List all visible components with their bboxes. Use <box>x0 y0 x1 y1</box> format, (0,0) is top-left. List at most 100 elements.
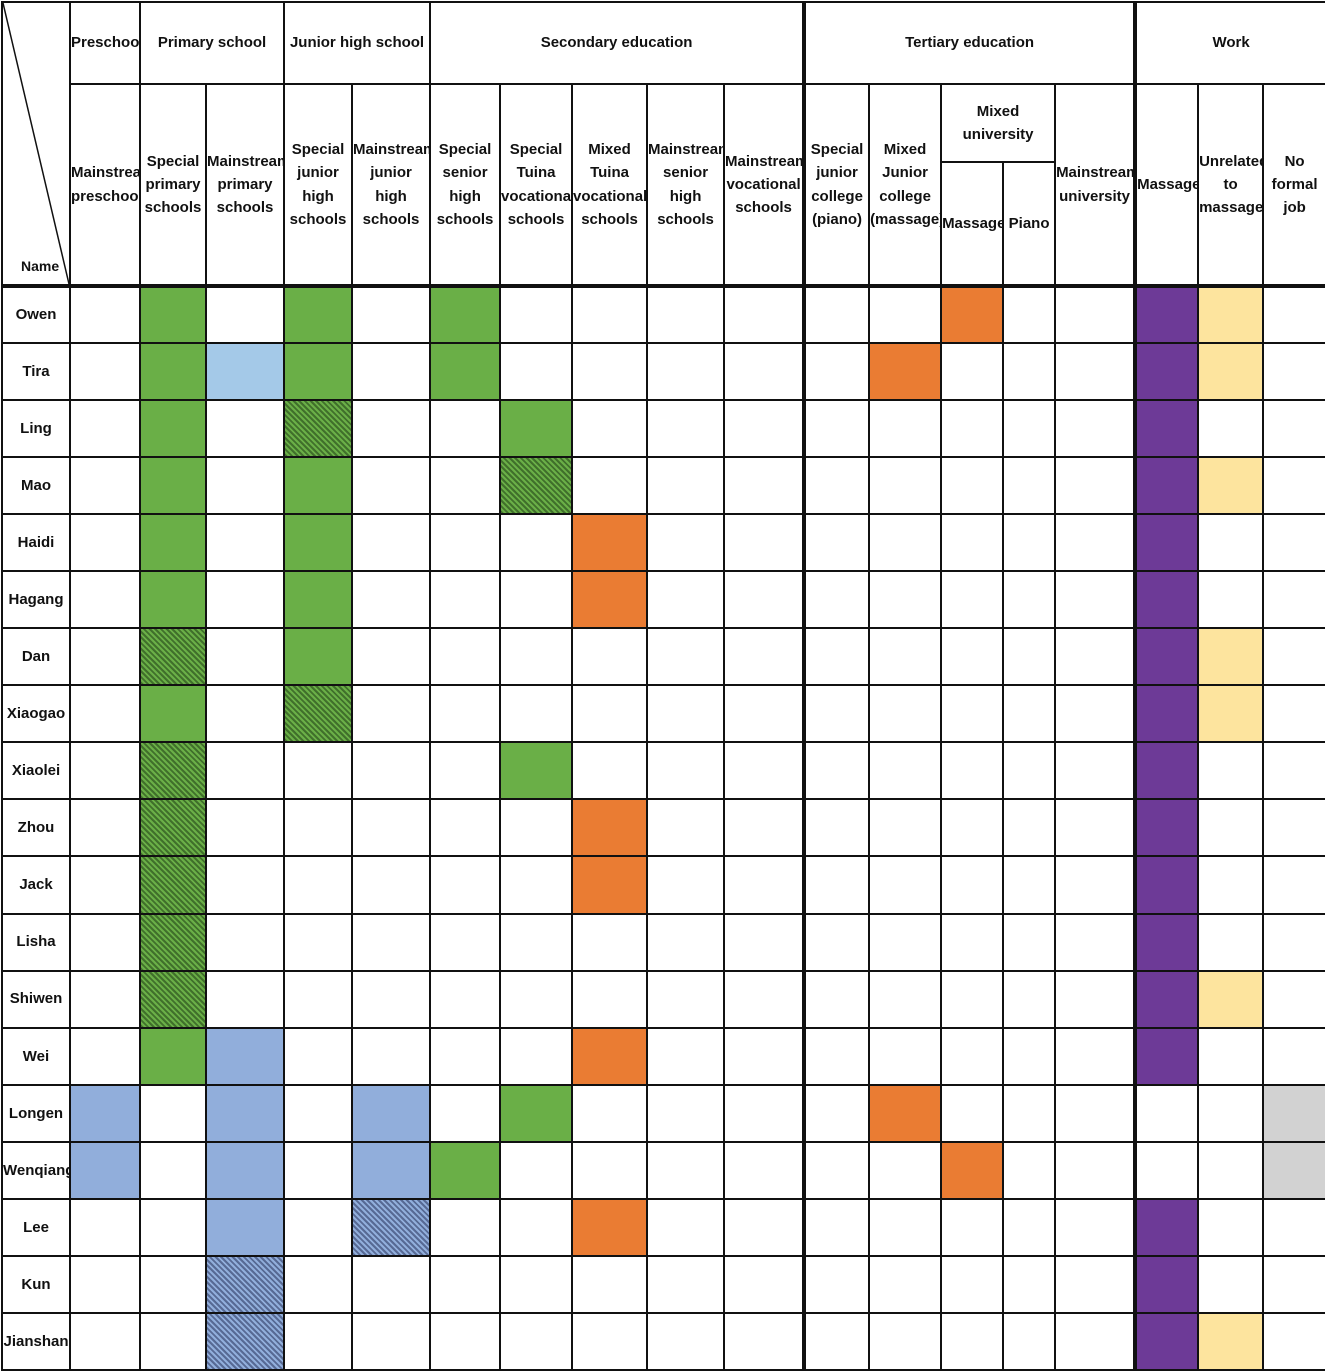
cell-green-hatch <box>283 684 354 744</box>
cell-empty <box>139 1254 207 1314</box>
cell-empty <box>868 1311 943 1372</box>
cell-empty <box>499 1197 574 1257</box>
cell-empty <box>204 855 286 915</box>
cell-empty <box>1197 798 1265 858</box>
cell-empty <box>1262 627 1325 687</box>
cell-empty <box>69 1254 141 1314</box>
table-row: Kun <box>1 1254 1325 1314</box>
cell-orange <box>868 342 943 402</box>
col-header: Special junior high schools <box>283 83 354 288</box>
cell-empty <box>571 741 649 801</box>
col-header: Mainstream primary schools <box>204 83 286 288</box>
cell-yellow <box>1197 1311 1265 1372</box>
cell-empty <box>1262 855 1325 915</box>
cell-empty <box>646 684 726 744</box>
cell-empty <box>940 1254 1005 1314</box>
cell-empty <box>1262 342 1325 402</box>
cell-empty <box>1262 1026 1325 1086</box>
cell-empty <box>868 513 943 573</box>
table-row: Ling <box>1 399 1325 459</box>
cell-empty <box>1002 570 1057 630</box>
cell-empty <box>571 1254 649 1314</box>
cell-empty <box>723 741 806 801</box>
cell-empty <box>283 798 354 858</box>
cell-empty <box>940 1311 1005 1372</box>
cell-empty <box>1054 570 1137 630</box>
group-header-primary: Primary school <box>138 1 286 85</box>
cell-empty <box>429 456 502 516</box>
cell-green-hatch <box>139 912 207 972</box>
cell-green-hatch <box>139 741 207 801</box>
cell-green-hatch <box>283 399 354 459</box>
cell-empty <box>499 1254 574 1314</box>
cell-empty <box>499 684 574 744</box>
cell-yellow <box>1197 284 1265 345</box>
cell-empty <box>940 399 1005 459</box>
cell-empty <box>1054 912 1137 972</box>
cell-empty <box>1054 627 1137 687</box>
cell-empty <box>1054 284 1137 345</box>
col-header: Mainstream university <box>1054 83 1137 288</box>
cell-empty <box>351 399 432 459</box>
cell-empty <box>646 284 726 345</box>
cell-empty <box>868 1140 943 1200</box>
group-header-tertiary: Tertiary education <box>802 1 1137 85</box>
cell-purple <box>1133 570 1200 630</box>
cell-blue <box>204 1083 286 1143</box>
cell-empty <box>351 798 432 858</box>
cell-empty <box>723 1083 806 1143</box>
cell-blue-hatch <box>351 1197 432 1257</box>
cell-empty <box>1054 342 1137 402</box>
col-header: Mainstream vocational schools <box>723 83 806 288</box>
cell-empty <box>429 1083 502 1143</box>
cell-empty <box>571 1140 649 1200</box>
cell-empty <box>802 1197 871 1257</box>
cell-empty <box>723 456 806 516</box>
cell-green-hatch <box>139 969 207 1029</box>
cell-empty <box>1054 399 1137 459</box>
cell-yellow <box>1197 342 1265 402</box>
cell-empty <box>868 570 943 630</box>
cell-empty <box>940 1026 1005 1086</box>
cell-empty <box>1054 513 1137 573</box>
cell-empty <box>1054 1140 1137 1200</box>
cell-empty <box>723 1197 806 1257</box>
cell-empty <box>69 399 141 459</box>
cell-empty <box>499 1026 574 1086</box>
cell-empty <box>868 1254 943 1314</box>
cell-empty <box>802 1026 871 1086</box>
cell-empty <box>204 513 286 573</box>
cell-empty <box>723 1254 806 1314</box>
cell-empty <box>1197 1083 1265 1143</box>
cell-yellow <box>1197 627 1265 687</box>
cell-empty <box>646 1026 726 1086</box>
cell-empty <box>646 969 726 1029</box>
table-row: Shiwen <box>1 969 1325 1029</box>
cell-empty <box>940 912 1005 972</box>
cell-empty <box>429 912 502 972</box>
cell-empty <box>940 627 1005 687</box>
cell-purple <box>1133 912 1200 972</box>
cell-empty <box>1054 1083 1137 1143</box>
diagonal-divider <box>3 3 69 284</box>
cell-empty <box>1262 570 1325 630</box>
col-header: Special senior high schools <box>429 83 502 288</box>
cell-empty <box>429 1026 502 1086</box>
cell-empty <box>204 969 286 1029</box>
cell-green <box>283 456 354 516</box>
cell-empty <box>139 1197 207 1257</box>
col-header: Massage <box>1133 83 1200 288</box>
cell-blue <box>204 1197 286 1257</box>
cell-empty <box>429 570 502 630</box>
cell-empty <box>1262 1311 1325 1372</box>
cell-purple <box>1133 741 1200 801</box>
cell-empty <box>723 1140 806 1200</box>
cell-green-hatch <box>139 855 207 915</box>
cell-empty <box>571 1083 649 1143</box>
cell-green <box>499 399 574 459</box>
cell-empty <box>204 399 286 459</box>
cell-empty <box>646 798 726 858</box>
cell-orange <box>571 570 649 630</box>
cell-empty <box>283 1083 354 1143</box>
cell-empty <box>646 912 726 972</box>
